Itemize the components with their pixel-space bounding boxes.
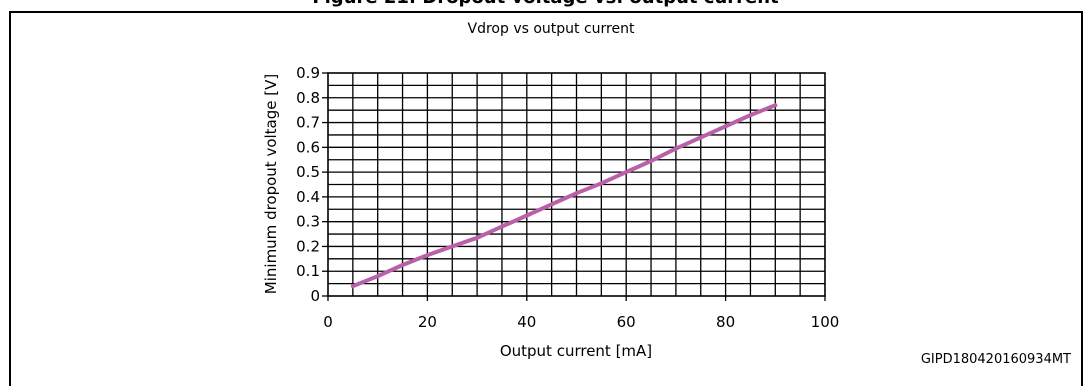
y-tick-label: 0.4 — [296, 188, 320, 206]
chart-title: Vdrop vs output current — [468, 21, 635, 37]
x-tick-labels: 0 20 40 60 80 100 — [323, 296, 839, 331]
data-point — [748, 113, 753, 118]
data-point — [649, 158, 654, 163]
grid — [328, 73, 825, 296]
data-point — [475, 235, 480, 240]
series-line — [350, 103, 778, 289]
data-point — [599, 181, 604, 186]
data-point — [524, 213, 529, 218]
y-tick-label: 0.5 — [296, 163, 320, 181]
y-tick-label: 0.6 — [296, 138, 320, 156]
x-tick-label: 100 — [811, 313, 840, 331]
y-tick-label: 0.1 — [296, 262, 320, 280]
data-point — [698, 135, 703, 140]
x-tick-label: 20 — [418, 313, 437, 331]
data-point — [450, 244, 455, 249]
figure-heading: Figure 21: Dropout voltage vs. output cu… — [0, 0, 1091, 8]
y-axis-label: Minimum dropout voltage [V] — [262, 74, 280, 294]
y-tick-label: 0.3 — [296, 213, 320, 231]
y-tick-label: 0.7 — [296, 114, 320, 132]
data-point — [400, 263, 405, 268]
y-tick-label: 0.9 — [296, 64, 320, 82]
data-point — [773, 103, 778, 108]
plot-area — [327, 72, 826, 297]
data-point — [350, 284, 355, 289]
x-tick-label: 60 — [617, 313, 636, 331]
data-point — [499, 224, 504, 229]
series-layer — [350, 103, 778, 289]
data-point — [425, 253, 430, 258]
figure-code: GIPD180420160934MT — [921, 352, 1071, 367]
data-point — [549, 202, 554, 207]
plot-border — [327, 72, 826, 297]
y-tick-label: 0.2 — [296, 237, 320, 255]
data-point — [375, 274, 380, 279]
data-point — [574, 191, 579, 196]
y-tick-label: 0.8 — [296, 89, 320, 107]
x-tick-label: 80 — [716, 313, 735, 331]
x-tick-label: 40 — [517, 313, 536, 331]
y-tick-label: 0 — [310, 287, 320, 305]
figure-frame — [9, 11, 1083, 386]
data-point — [723, 124, 728, 129]
x-axis-label: Output current [mA] — [500, 342, 652, 360]
data-point — [673, 146, 678, 151]
x-tick-label: 0 — [323, 313, 333, 331]
data-point — [624, 170, 629, 175]
y-tick-labels: 0 0.1 0.2 0.3 0.4 0.5 0.6 0.7 0.8 0.9 — [296, 64, 328, 305]
